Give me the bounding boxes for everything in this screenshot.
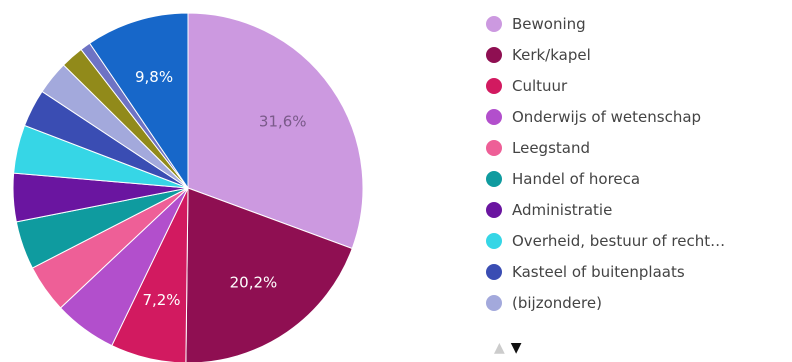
legend-label: Administratie xyxy=(512,200,613,219)
legend-swatch-icon xyxy=(486,77,502,94)
legend-label: (bijzondere) xyxy=(512,293,602,312)
pie-slice-bewoning[interactable] xyxy=(187,12,364,250)
pie-data-label: 7,2% xyxy=(142,291,180,309)
legend-label: Kasteel of buitenplaats xyxy=(512,262,685,281)
pie-chart-svg: 31,6% 20,2% 7,2% 9,8% xyxy=(12,12,364,362)
legend-label: Bewoning xyxy=(512,14,586,33)
legend-pagination: ▲ ▼ xyxy=(494,340,522,356)
legend-label: Kerk/kapel xyxy=(512,45,591,64)
pie-chart: 31,6% 20,2% 7,2% 9,8% xyxy=(12,12,364,362)
legend-item[interactable]: Cultuur xyxy=(486,70,725,101)
pie-data-label: 31,6% xyxy=(259,112,307,130)
chart-legend: Bewoning Kerk/kapel Cultuur Onderwijs of we… xyxy=(486,8,725,318)
legend-label: Cultuur xyxy=(512,76,568,95)
legend-swatch-icon xyxy=(486,201,502,218)
legend-item[interactable]: Kasteel of buitenplaats xyxy=(486,256,725,287)
legend-label: Overheid, bestuur of recht… xyxy=(512,231,726,250)
legend-item[interactable]: Overheid, bestuur of recht… xyxy=(486,225,725,256)
pie-slice-unlabeled-12[interactable] xyxy=(88,12,189,190)
legend-label: Onderwijs of wetenschap xyxy=(512,107,702,126)
pie-data-label: 9,8% xyxy=(135,68,173,86)
legend-swatch-icon xyxy=(486,263,502,280)
legend-item[interactable]: Handel of horeca xyxy=(486,163,725,194)
legend-swatch-icon xyxy=(486,46,502,63)
legend-item[interactable]: Bewoning xyxy=(486,8,725,39)
legend-item[interactable]: Onderwijs of wetenschap xyxy=(486,101,725,132)
legend-item[interactable]: Administratie xyxy=(486,194,725,225)
legend-swatch-icon xyxy=(486,294,502,311)
legend-swatch-icon xyxy=(486,170,502,187)
pie-data-label: 20,2% xyxy=(230,274,278,292)
legend-label: Handel of horeca xyxy=(512,169,641,188)
legend-item[interactable]: Kerk/kapel xyxy=(486,39,725,70)
legend-swatch-icon xyxy=(486,232,502,249)
legend-page-down-arrow-icon[interactable]: ▼ xyxy=(510,340,522,356)
legend-swatch-icon xyxy=(486,139,502,156)
legend-swatch-icon xyxy=(486,108,502,125)
legend-swatch-icon xyxy=(486,15,502,32)
legend-item[interactable]: (bijzondere) xyxy=(486,287,725,318)
legend-item[interactable]: Leegstand xyxy=(486,132,725,163)
legend-label: Leegstand xyxy=(512,138,590,157)
legend-page-up-arrow-icon[interactable]: ▲ xyxy=(494,340,505,356)
